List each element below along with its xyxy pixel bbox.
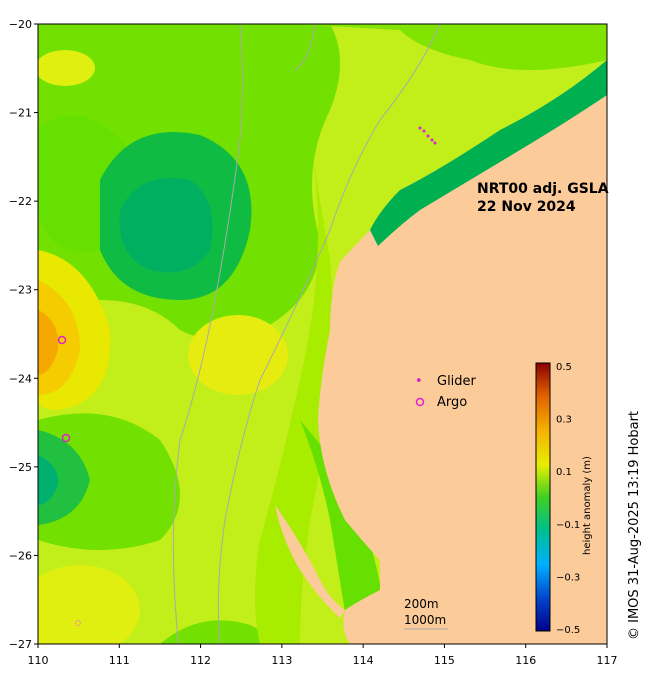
- y-tick-label: −26: [9, 549, 32, 562]
- imos-credit: © IMOS 31-Aug-2025 13:19 Hobart: [627, 411, 642, 640]
- x-tick-label: 111: [109, 654, 130, 667]
- x-tick-label: 113: [271, 654, 292, 667]
- depth-200m-label: 200m: [404, 597, 439, 611]
- colorbar: [535, 362, 551, 632]
- x-tick-label: 110: [28, 654, 49, 667]
- map-title-line1: NRT00 adj. GSLA: [477, 181, 609, 197]
- y-tick-label: −27: [9, 638, 32, 651]
- colorbar-tick-label: 0.3: [556, 415, 572, 426]
- x-tick-label: 114: [353, 654, 374, 667]
- colorbar-tick-label: −0.5: [556, 625, 580, 636]
- legend-glider-label: Glider: [437, 374, 477, 389]
- colorbar-tick-label: 0.5: [556, 362, 572, 373]
- colorbar-title: height anomaly (m): [582, 456, 593, 555]
- x-tick-label: 112: [190, 654, 211, 667]
- y-tick-label: −22: [9, 195, 32, 208]
- gsla-field: [38, 24, 607, 644]
- y-tick-label: −25: [9, 461, 32, 474]
- y-tick-label: −20: [9, 18, 32, 31]
- x-tick-label: 117: [597, 654, 618, 667]
- glider-marker-icon: •: [415, 374, 423, 389]
- colorbar-tick-label: 0.1: [556, 467, 572, 478]
- y-tick-label: −24: [9, 372, 32, 385]
- x-tick-label: 115: [434, 654, 455, 667]
- y-tick-label: −23: [9, 284, 32, 297]
- y-tick-label: −21: [9, 107, 32, 120]
- legend-argo-label: Argo: [437, 395, 467, 410]
- colorbar-tick-label: −0.1: [556, 520, 580, 531]
- x-tick-label: 116: [515, 654, 536, 667]
- colorbar-tick-label: −0.3: [556, 572, 580, 583]
- map-title-line2: 22 Nov 2024: [477, 199, 576, 215]
- depth-1000m-label: 1000m: [404, 613, 446, 627]
- argo-marker-icon: [415, 397, 425, 407]
